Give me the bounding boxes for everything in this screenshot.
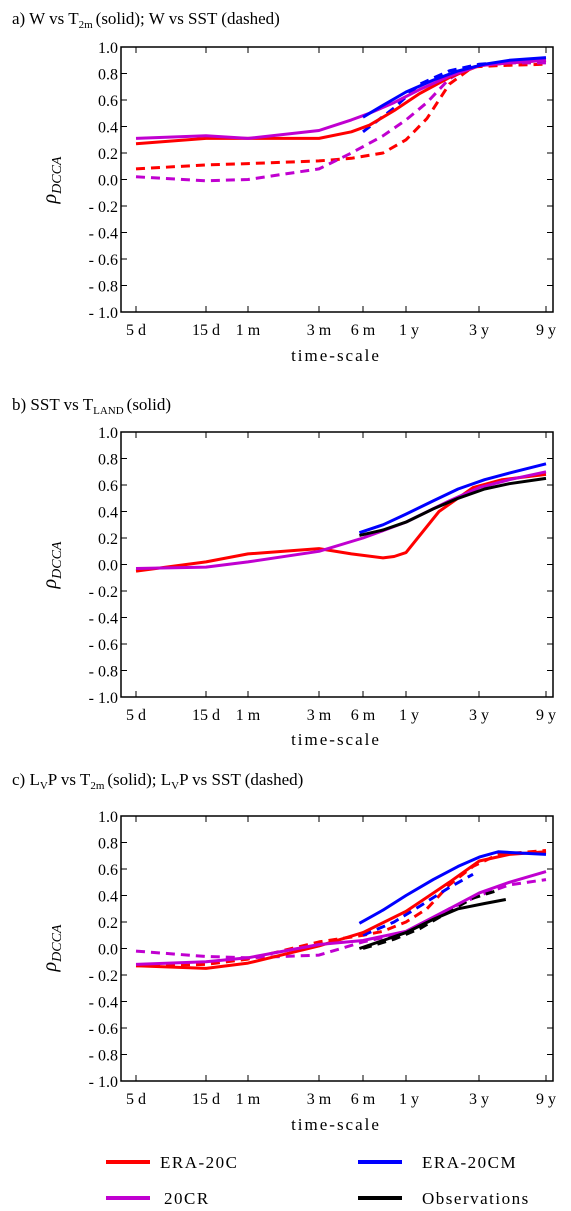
legend-label-observations: Observations — [422, 1189, 530, 1208]
panel-b-ytick-label: - 0.2 — [89, 584, 118, 601]
panel-b-xtick-label: 1 y — [399, 707, 419, 724]
panel-b-ytick-label: 0.4 — [98, 505, 118, 522]
panel-c-series-era20cm-dashed — [362, 872, 474, 937]
panel-c-xtick-label: 3 y — [469, 1091, 489, 1108]
panel-a-xtick-label: 3 m — [307, 322, 332, 339]
panel-a-ytick-label: 0.8 — [98, 67, 118, 84]
panel-a-ytick-label: 1.0 — [98, 40, 118, 57]
panel-b-ytick-label: - 0.4 — [89, 611, 118, 628]
panel-c-xlabel: time-scale — [291, 1115, 381, 1134]
panel-a-xtick-label: 15 d — [192, 322, 220, 339]
panel-a-series-20cr-solid — [135, 58, 547, 140]
panel-b-title: b) SST vs TLAND (solid) — [12, 395, 171, 417]
panel-a-ytick-label: - 0.8 — [89, 279, 118, 296]
panel-b-ytick-label: 0.2 — [98, 531, 118, 548]
panel-b-series-era20cm-solid — [358, 462, 547, 535]
panel-c-ytick-label: - 0.6 — [89, 1021, 118, 1038]
legend-label-era20cm: ERA-20CM — [422, 1153, 517, 1172]
panel-b-ytick-label: - 1.0 — [89, 690, 118, 707]
panel-b-xtick-label: 5 d — [126, 707, 146, 724]
legend-label-era20c: ERA-20C — [160, 1153, 239, 1172]
legend-label-20cr: 20CR — [164, 1189, 210, 1208]
panel-a-xtick-label: 6 m — [351, 322, 376, 339]
panel-a-series-era20c-dashed — [135, 62, 547, 171]
panel-a-xtick-label: 3 y — [469, 322, 489, 339]
panel-a: a) W vs T2m (solid); W vs SST (dashed) 1.… — [12, 9, 556, 365]
panel-b-ytick-label: - 0.6 — [89, 637, 118, 654]
panel-a-xlabel: time-scale — [291, 346, 381, 365]
panel-c-title: c) LVP vs T2m (solid); LVP vs SST (dashed… — [12, 770, 303, 792]
panel-b-xtick-label: 3 y — [469, 707, 489, 724]
panel-c-series-observations-solid — [358, 898, 507, 950]
panel-c-xtick-label: 1 m — [236, 1091, 261, 1108]
panel-a-series-era20c-solid — [135, 58, 547, 146]
panel-c-ytick-label: - 0.8 — [89, 1048, 118, 1065]
panel-b-ytick-label: 0.8 — [98, 452, 118, 469]
panel-a-ytick-label: - 0.4 — [89, 226, 118, 243]
panel-c-xtick-label: 6 m — [351, 1091, 376, 1108]
panel-b-xtick-label: 6 m — [351, 707, 376, 724]
panel-a-ytick-label: 0.6 — [98, 93, 118, 110]
panel-a-xtick-label: 1 m — [236, 322, 261, 339]
panel-c-plot: 1.0 0.8 0.6 0.4 0.2 0.0 - 0.2 - 0.4 - 0.6 - 0.8 - … — [89, 809, 556, 1108]
panel-c-ytick-label: - 0.2 — [89, 968, 118, 985]
panel-c-ytick-label: 1.0 — [98, 809, 118, 826]
panel-a-series-era20cm-dashed — [362, 58, 547, 133]
panel-c-xtick-label: 1 y — [399, 1091, 419, 1108]
panel-a-xtick-label: 1 y — [399, 322, 419, 339]
panel-b-xtick-label: 1 m — [236, 707, 261, 724]
panel-c-series-era20cm-solid — [358, 850, 547, 925]
panel-c-ytick-label: 0.0 — [98, 942, 118, 959]
panel-c-ytick-label: 0.4 — [98, 889, 118, 906]
panel-a-ylabel: ρDCCA — [39, 156, 65, 204]
panel-c-xtick-label: 5 d — [126, 1091, 146, 1108]
panel-c-xtick-label: 9 y — [536, 1091, 556, 1108]
panel-a-ytick-label: - 0.6 — [89, 252, 118, 269]
panel-a-ytick-label: - 0.2 — [89, 199, 118, 216]
panel-b-ytick-label: 0.6 — [98, 478, 118, 495]
panel-a-ytick-label: 0.0 — [98, 173, 118, 190]
panel-b-ytick-label: 0.0 — [98, 558, 118, 575]
panel-a-series-era20cm-solid — [362, 56, 547, 119]
panel-b-series-era20c-solid — [135, 472, 547, 573]
panel-c-series-era20c-dashed — [135, 849, 547, 968]
panel-c-ylabel: ρDCCA — [39, 924, 65, 972]
panel-c: c) LVP vs T2m (solid); LVP vs SST (dashed… — [12, 770, 556, 1134]
panel-b: b) SST vs TLAND (solid) 1.0 0.8 0.6 0.4 0.2 0.… — [12, 395, 556, 749]
panel-a-ytick-label: 0.2 — [98, 146, 118, 163]
panel-c-ytick-label: - 1.0 — [89, 1074, 118, 1091]
panel-b-xlabel: time-scale — [291, 730, 381, 749]
panel-b-xtick-label: 15 d — [192, 707, 220, 724]
panel-c-xtick-label: 3 m — [307, 1091, 332, 1108]
panel-a-ytick-label: 0.4 — [98, 120, 118, 137]
panel-a-title: a) W vs T2m (solid); W vs SST (dashed) — [12, 9, 280, 31]
panel-a-xtick-label: 5 d — [126, 322, 146, 339]
panel-c-series-20cr-dashed — [135, 878, 547, 960]
panel-a-ytick-label: - 1.0 — [89, 305, 118, 322]
panel-c-ytick-label: 0.6 — [98, 862, 118, 879]
panel-c-ytick-label: - 0.4 — [89, 995, 118, 1012]
panel-b-xtick-label: 3 m — [307, 707, 332, 724]
panel-b-ylabel: ρDCCA — [39, 541, 65, 589]
panel-b-series-20cr-solid — [135, 470, 547, 570]
panel-b-series-observations-solid — [359, 476, 547, 537]
panel-c-xtick-label: 15 d — [192, 1091, 220, 1108]
panel-a-xtick-label: 9 y — [536, 322, 556, 339]
panel-b-ytick-label: 1.0 — [98, 425, 118, 442]
panel-c-series-era20c-solid — [135, 850, 547, 970]
legend: ERA-20C ERA-20CM 20CR Observations — [106, 1153, 530, 1208]
panel-c-ytick-label: 0.2 — [98, 915, 118, 932]
panel-b-plot: 1.0 0.8 0.6 0.4 0.2 0.0 - 0.2 - 0.4 - 0.6 - 0.8 - … — [89, 425, 556, 724]
panel-c-series-20cr-solid — [135, 870, 547, 966]
panel-c-ytick-label: 0.8 — [98, 836, 118, 853]
panel-a-plot: 1.0 0.8 0.6 0.4 0.2 0.0 - 0.2 - 0.4 - 0.6 - 0.8 - … — [89, 40, 556, 339]
panel-b-xtick-label: 9 y — [536, 707, 556, 724]
panel-b-ytick-label: - 0.8 — [89, 664, 118, 681]
